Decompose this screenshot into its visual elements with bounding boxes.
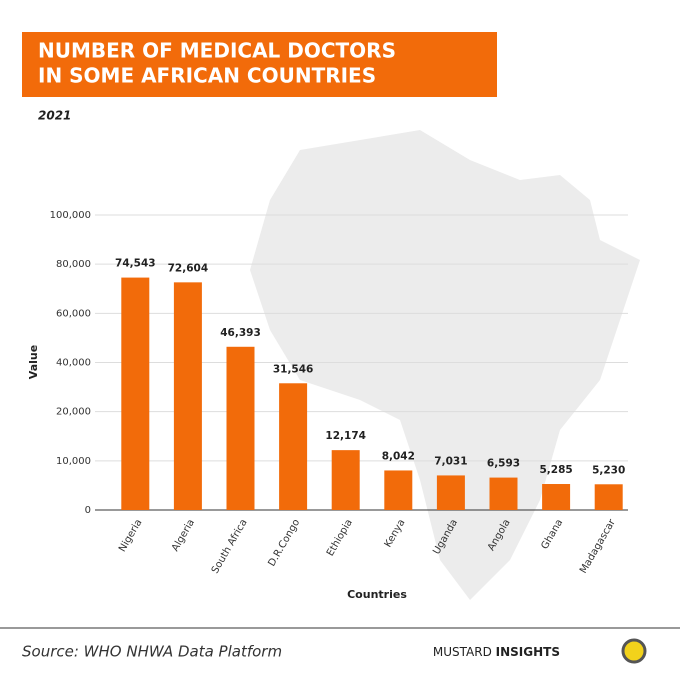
x-tick-label: South Africa bbox=[210, 518, 250, 576]
brand-logo bbox=[621, 638, 647, 664]
x-tick-label: Algeria bbox=[170, 518, 197, 554]
value-label: 46,393 bbox=[220, 327, 261, 339]
value-label: 5,285 bbox=[539, 464, 572, 476]
subtitle: 2021 bbox=[38, 109, 71, 123]
bar bbox=[384, 470, 413, 510]
y-axis-title: Value bbox=[27, 345, 40, 379]
y-tick-label: 10,000 bbox=[56, 456, 91, 467]
bar bbox=[226, 346, 255, 510]
bar bbox=[436, 475, 465, 510]
x-tick-label: Nigeria bbox=[117, 518, 144, 554]
y-tick-label: 20,000 bbox=[56, 407, 91, 418]
value-label: 12,174 bbox=[325, 430, 366, 442]
value-label: 74,543 bbox=[115, 258, 156, 270]
title-box bbox=[22, 32, 497, 97]
brand-word: INSIGHTS bbox=[496, 645, 560, 659]
brand-word: MUSTARD bbox=[433, 645, 492, 659]
y-tick-label: 60,000 bbox=[56, 308, 91, 319]
value-label: 72,604 bbox=[168, 262, 209, 274]
value-label: 7,031 bbox=[434, 455, 467, 467]
value-label: 5,230 bbox=[592, 464, 625, 476]
bar bbox=[173, 282, 202, 510]
source: Source: WHO NHWA Data Platform bbox=[22, 643, 282, 661]
x-tick-label: D.R.Congo bbox=[266, 518, 302, 569]
bar bbox=[489, 477, 518, 510]
value-label: 8,042 bbox=[382, 450, 415, 462]
x-tick-label: Ghana bbox=[539, 518, 565, 552]
chart-title: NUMBER OF MEDICAL DOCTORS bbox=[38, 39, 396, 63]
bar bbox=[542, 484, 571, 510]
x-tick-label: Kenya bbox=[383, 518, 408, 550]
y-tick-label: 80,000 bbox=[56, 259, 91, 270]
x-tick-label: Madagascar bbox=[578, 517, 618, 576]
x-tick-label: Ethiopia bbox=[325, 518, 355, 559]
brand: MUSTARD INSIGHTS bbox=[433, 645, 560, 659]
chart-title: IN SOME AFRICAN COUNTRIES bbox=[38, 64, 376, 88]
value-label: 6,593 bbox=[487, 458, 520, 470]
y-tick-label: 0 bbox=[85, 505, 91, 516]
y-tick-label: 40,000 bbox=[56, 358, 91, 369]
bar bbox=[121, 277, 150, 510]
y-tick-label: 100,000 bbox=[50, 210, 91, 221]
bar bbox=[594, 484, 623, 510]
value-label: 31,546 bbox=[273, 363, 314, 375]
bar bbox=[279, 383, 308, 510]
bar bbox=[331, 450, 360, 510]
x-axis-title: Countries bbox=[347, 588, 407, 601]
map-silhouette bbox=[250, 130, 640, 600]
